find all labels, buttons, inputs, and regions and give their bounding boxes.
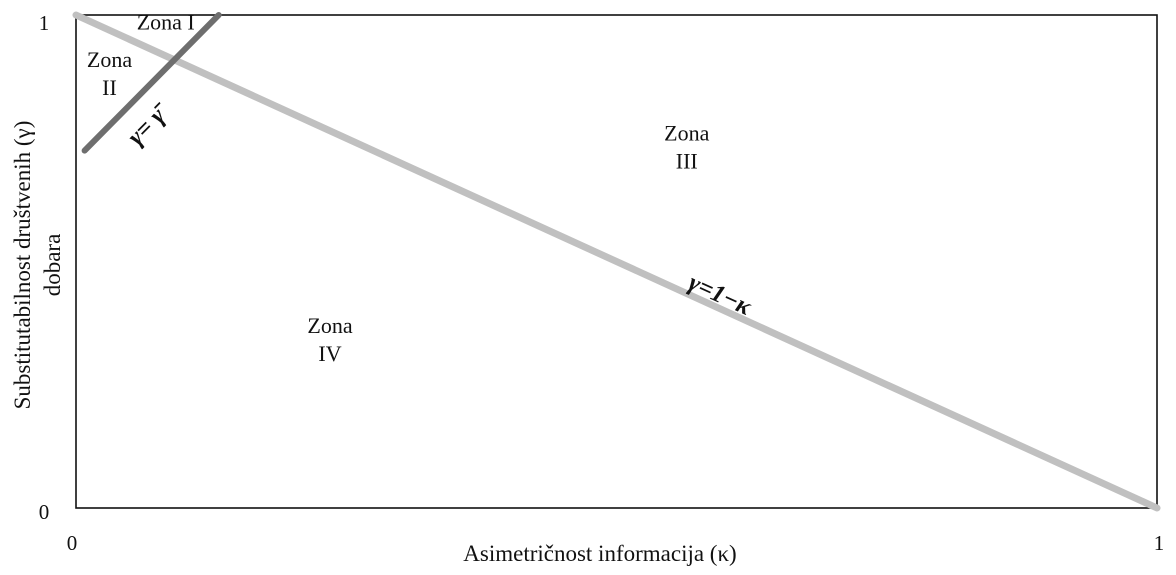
zone-word-4: Zona (307, 313, 352, 338)
x-axis-label: Asimetričnost informacija (κ) (463, 541, 736, 566)
x-tick-right: 1 (1154, 531, 1165, 555)
y-tick-bottom: 0 (39, 500, 50, 524)
zone-numeral-4: IV (318, 341, 341, 366)
x-tick-left: 0 (67, 531, 78, 555)
y-tick-top: 1 (39, 11, 50, 35)
y-axis-label-line2: dobara (40, 234, 65, 297)
zone-numeral-2: II (102, 75, 117, 100)
zone-label-1: Zona I (137, 9, 195, 34)
zone-numeral-3: III (676, 149, 698, 174)
plot-frame (75, 14, 1158, 509)
series-line-one-minus-kappa (72, 11, 1161, 512)
line-label-one-minus-kappa: γ=1−κ (684, 269, 756, 321)
series-layer (72, 11, 1161, 512)
zone-word-3: Zona (664, 121, 709, 146)
zone-word-2: Zona (87, 47, 132, 72)
series-line-gamma-bar (81, 12, 222, 154)
y-axis-label: Substitutabilnost društvenih (γ) (10, 121, 35, 410)
